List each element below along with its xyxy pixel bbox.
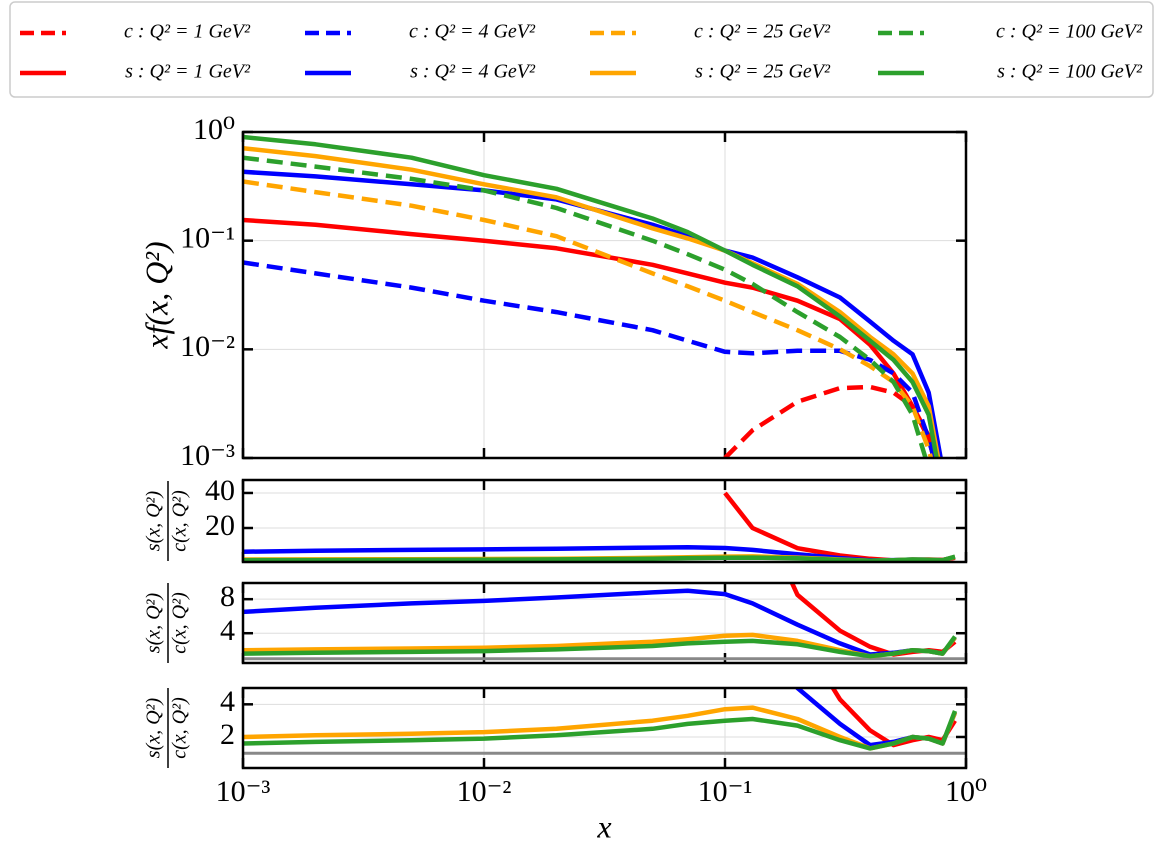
axes-frame bbox=[241, 686, 968, 770]
x-tick-label: 10⁻² bbox=[457, 775, 512, 808]
series-line bbox=[830, 688, 957, 748]
series-line bbox=[243, 554, 956, 562]
y-label-denominator: c(x, Q²) bbox=[169, 592, 191, 654]
y-axis-label: s(x, Q²) c(x, Q²) bbox=[143, 688, 191, 768]
legend-label: c : Q² = 4 GeV² bbox=[409, 21, 536, 43]
y-axis-label: xf(x, Q²) bbox=[138, 241, 174, 349]
y-tick-label: 4 bbox=[220, 685, 235, 718]
axes-frame bbox=[241, 130, 968, 460]
y-axis-label: s(x, Q²) c(x, Q²) bbox=[143, 583, 191, 663]
y-label-denominator: c(x, Q²) bbox=[169, 490, 191, 552]
y-tick-label: 8 bbox=[220, 580, 235, 613]
y-tick-label: 20 bbox=[205, 509, 235, 542]
plot-area bbox=[243, 134, 943, 458]
legend-box bbox=[9, 1, 1154, 98]
y-label-denominator: c(x, Q²) bbox=[169, 697, 191, 759]
x-axis-label: x bbox=[596, 808, 611, 844]
plot-area bbox=[243, 688, 966, 755]
series-line bbox=[243, 179, 934, 458]
axes-frame bbox=[241, 581, 968, 665]
series-line bbox=[243, 134, 939, 458]
series-line bbox=[243, 169, 943, 458]
legend-label: s : Q² = 1 GeV² bbox=[125, 61, 251, 83]
y-tick-label: 40 bbox=[205, 474, 235, 507]
series-line bbox=[243, 260, 937, 458]
series-line bbox=[243, 710, 958, 751]
y-tick-label: 10⁻² bbox=[180, 330, 235, 363]
plot-area bbox=[243, 491, 956, 562]
y-tick-label: 10⁰ bbox=[193, 113, 235, 146]
x-tick-label: 10⁰ bbox=[945, 775, 987, 808]
x-tick-label: 10⁻¹ bbox=[698, 775, 753, 808]
y-tick-label: 10⁻³ bbox=[180, 439, 235, 472]
series-line bbox=[243, 635, 957, 659]
legend-label: s : Q² = 100 GeV² bbox=[997, 61, 1143, 83]
series-line bbox=[243, 155, 928, 458]
y-tick-label: 10⁻¹ bbox=[180, 222, 235, 255]
plot-area bbox=[243, 583, 966, 661]
series-line bbox=[243, 217, 937, 458]
axes-frame bbox=[241, 478, 968, 564]
legend-label: s : Q² = 25 GeV² bbox=[695, 61, 831, 83]
y-axis-label: s(x, Q²) c(x, Q²) bbox=[143, 481, 191, 561]
y-label-numerator: s(x, Q²) bbox=[143, 697, 165, 758]
legend-label: c : Q² = 100 GeV² bbox=[996, 21, 1143, 43]
series-line bbox=[723, 384, 937, 458]
legend-label: s : Q² = 4 GeV² bbox=[410, 61, 536, 83]
x-tick-label: 10⁻³ bbox=[216, 775, 271, 808]
y-label-numerator: s(x, Q²) bbox=[143, 592, 165, 653]
y-tick-label: 2 bbox=[220, 718, 235, 751]
legend-label: c : Q² = 25 GeV² bbox=[694, 21, 831, 43]
legend-label: c : Q² = 1 GeV² bbox=[124, 21, 251, 43]
y-tick-label: 4 bbox=[220, 614, 235, 647]
y-label-numerator: s(x, Q²) bbox=[143, 490, 165, 551]
